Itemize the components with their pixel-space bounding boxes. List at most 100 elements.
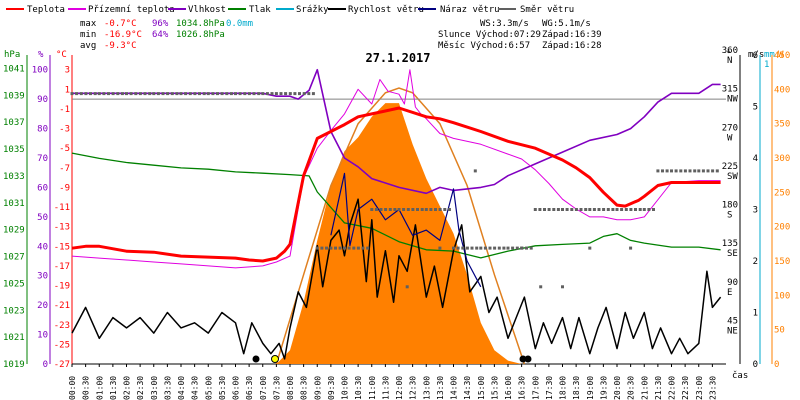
info-slunce: Slunce Východ:07:29 <box>438 30 541 40</box>
hpa-unit-label: hPa <box>4 50 20 60</box>
wind-direction-point <box>257 92 261 96</box>
x-tick-label: 07:30 <box>272 376 281 400</box>
ms-tick-label: 4 <box>753 154 758 164</box>
wind-direction-point <box>347 246 351 250</box>
wind-direction-point <box>488 246 492 250</box>
w-tick-label: 50 <box>774 326 785 336</box>
x-tick-label: 21:30 <box>654 376 663 400</box>
wind-direction-point <box>456 246 460 250</box>
wind-direction-point <box>602 208 606 211</box>
wind-direction-point <box>429 208 433 211</box>
x-tick-label: 12:00 <box>395 376 404 400</box>
wind-direction-point <box>116 92 120 96</box>
wind-direction-point <box>156 92 160 96</box>
legend-prizemni: Přízemní teplota <box>88 5 175 15</box>
hpa-tick-label: 1029 <box>3 226 25 236</box>
hpa-tick-label: 1021 <box>3 333 25 343</box>
w-tick-label: 150 <box>774 257 790 267</box>
direction-degree-label: 225 <box>722 162 738 172</box>
wind-direction-point <box>270 92 274 96</box>
x-tick-label: 16:30 <box>518 376 527 400</box>
wind-direction-point <box>525 246 528 250</box>
hpa-tick-label: 1025 <box>3 279 25 289</box>
stat-max-hum: 96% <box>152 19 169 29</box>
wind-direction-point <box>225 92 229 96</box>
wind-direction-point <box>579 208 583 211</box>
degc-tick-label: -5 <box>59 144 70 154</box>
wind-direction-point <box>556 208 560 211</box>
wind-gust-line <box>330 172 482 288</box>
wind-direction-point <box>697 169 701 173</box>
wind-direction-point <box>506 246 510 250</box>
pct-tick-label: 100 <box>32 66 48 76</box>
wind-direction-point <box>320 246 324 250</box>
info-mesic: Měsíc Východ:6:57 <box>438 41 530 51</box>
x-tick-label: 21:00 <box>640 376 649 400</box>
wind-direction-point <box>629 246 633 250</box>
wind-direction-point <box>79 92 83 96</box>
wind-direction-point <box>338 246 342 250</box>
wind-direction-point <box>552 208 556 211</box>
wind-direction-point <box>406 208 410 211</box>
w-tick-label: 250 <box>774 188 790 198</box>
hpa-tick-label: 1027 <box>3 253 25 263</box>
ms-tick-label: 3 <box>753 206 758 216</box>
degc-tick-label: 3 <box>65 66 70 76</box>
wind-direction-point <box>606 208 610 211</box>
x-tick-label: 01:30 <box>109 376 118 400</box>
legend-vlhkost: Vlhkost <box>188 5 226 15</box>
wind-direction-point <box>539 285 543 289</box>
x-tick-label: 14:30 <box>463 376 472 400</box>
w-tick-label: 0 <box>774 360 779 370</box>
wind-direction-point <box>624 208 628 211</box>
solar-radiation <box>275 87 526 365</box>
ms-tick-label: 6 <box>753 51 758 61</box>
wind-direction-point <box>274 92 278 96</box>
x-tick-label: 02:00 <box>123 376 132 400</box>
x-tick-label: 05:00 <box>204 376 213 400</box>
wind-direction-point <box>120 92 124 96</box>
wind-direction-point <box>315 246 319 250</box>
ms-tick-label: 0 <box>753 360 758 370</box>
wind-direction-point <box>661 169 664 173</box>
wind-direction-point <box>715 169 719 173</box>
wind-direction-point <box>293 92 297 96</box>
wind-direction-point <box>706 169 710 173</box>
ground-temperature-line <box>71 69 721 269</box>
pct-tick-label: 80 <box>37 125 48 135</box>
ms-tick-label: 1 <box>753 309 758 319</box>
wind-direction-point <box>252 92 256 96</box>
wind-direction-point <box>93 92 97 96</box>
degc-tick-label: -23 <box>54 321 70 331</box>
wind-direction-point <box>307 92 311 96</box>
chart-title: 27.1.2017 <box>365 51 430 65</box>
wind-direction-point <box>561 208 564 211</box>
wind-direction-point <box>211 92 215 96</box>
wind-direction-point <box>247 92 251 96</box>
wind-direction-point <box>584 208 588 211</box>
w-tick-label: 350 <box>774 120 790 130</box>
x-tick-label: 05:30 <box>218 376 227 400</box>
degc-tick-label: -19 <box>54 282 70 292</box>
wind-direction-point <box>402 208 406 211</box>
wind-direction-point <box>175 92 179 96</box>
x-tick-label: 22:30 <box>681 376 690 400</box>
wind-direction-point <box>629 208 633 211</box>
wind-direction-point <box>416 208 419 211</box>
wind-direction-point <box>216 92 219 96</box>
wind-direction-point <box>547 208 551 211</box>
wind-direction-point <box>261 92 265 96</box>
wind-direction-point <box>311 92 315 96</box>
ms-unit-label: m/s <box>748 50 764 60</box>
wind-direction-point <box>497 246 501 250</box>
wind-direction-point <box>379 208 383 211</box>
pct-tick-label: 50 <box>37 213 48 223</box>
hpa-tick-label: 1037 <box>3 118 25 128</box>
direction-cardinal-label: SE <box>727 249 738 259</box>
wind-direction-point <box>493 246 497 250</box>
wind-direction-point <box>592 208 596 211</box>
wind-direction-point <box>679 169 683 173</box>
hpa-tick-label: 1035 <box>3 145 25 155</box>
x-tick-labels: 00:00 00:30 01:00 01:30 02:00 02:30 03:00 03:30… <box>68 364 717 400</box>
